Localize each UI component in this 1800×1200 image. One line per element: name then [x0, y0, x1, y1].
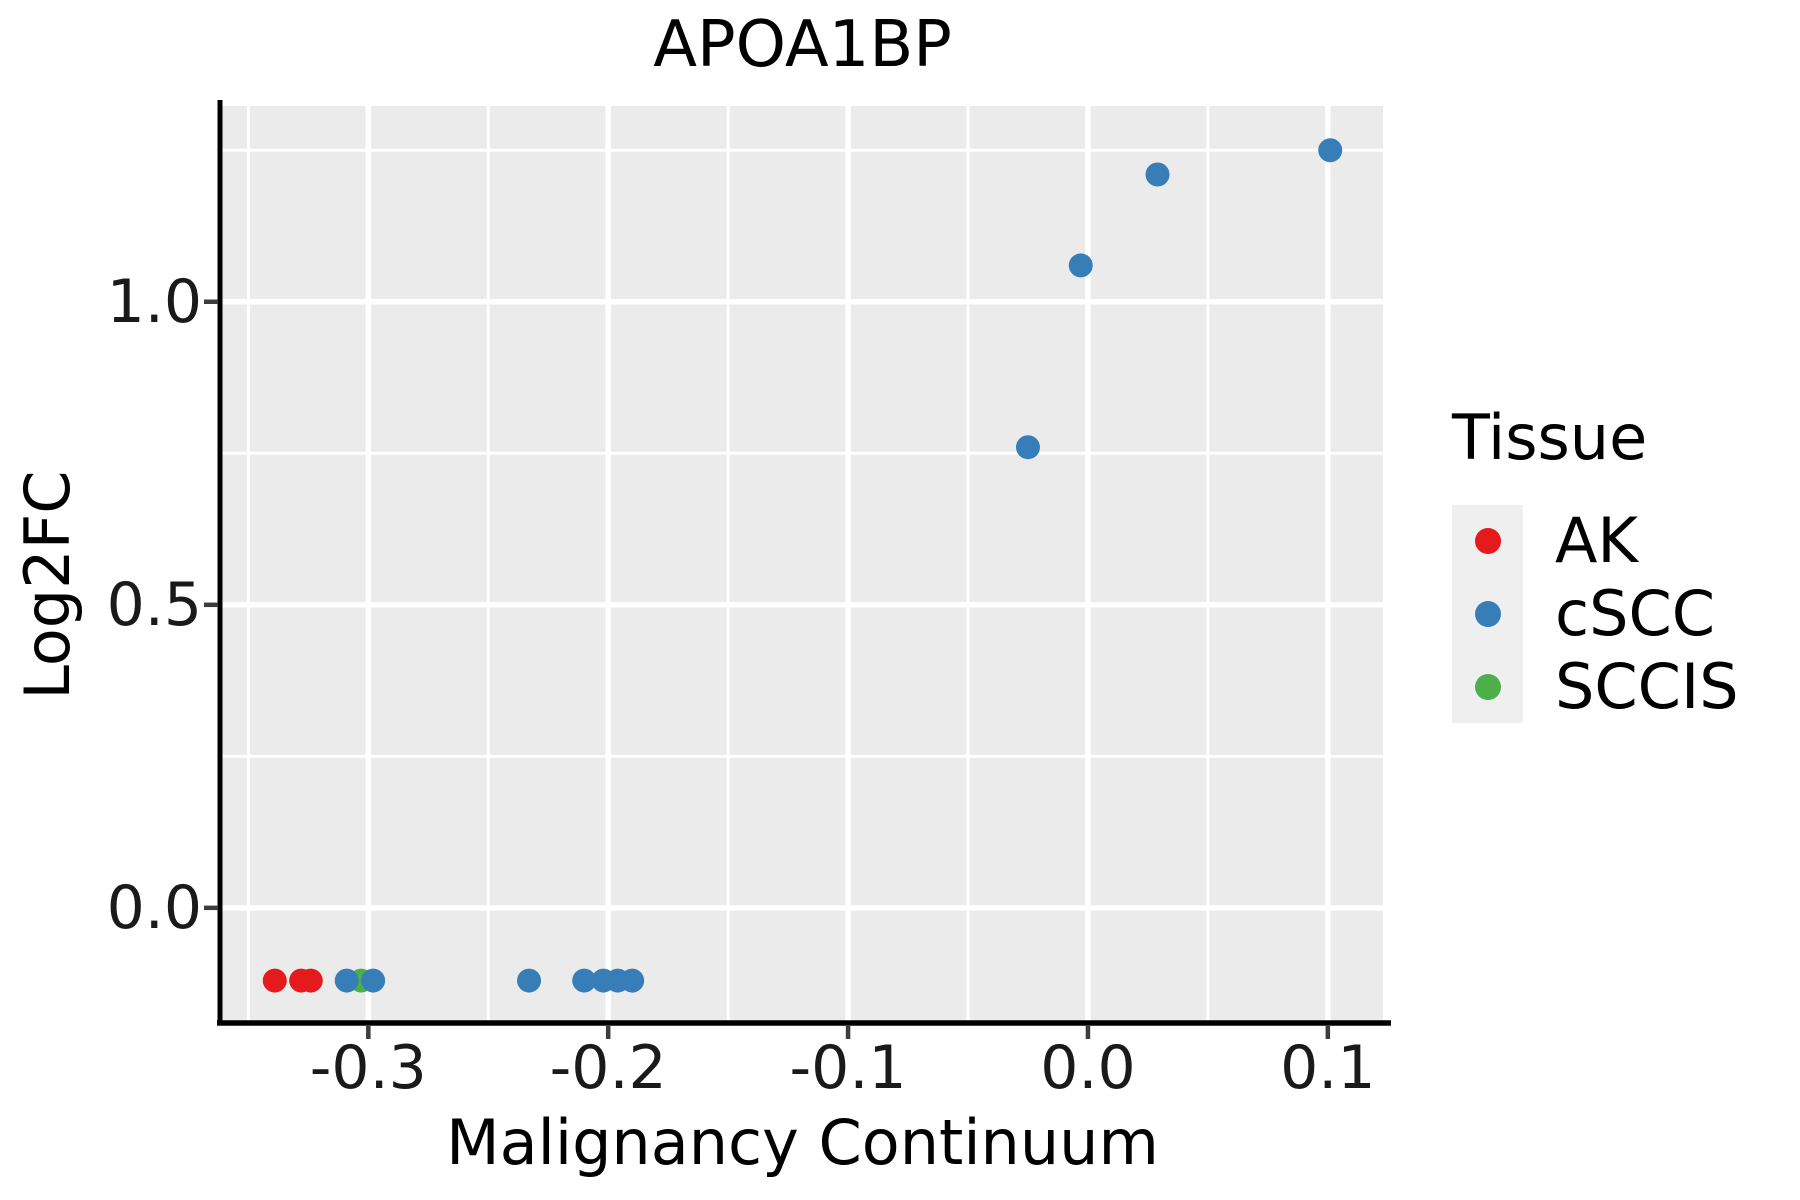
data-point-cscc: [1068, 253, 1093, 278]
legend-key: [1452, 577, 1523, 651]
x-tick-label: -0.3: [309, 1033, 427, 1103]
legend-key: [1452, 505, 1523, 578]
legend-entry-cscc: cSCC: [1452, 577, 1739, 651]
legend-entry-label: AK: [1555, 504, 1639, 578]
legend-dot-ak: [1474, 528, 1501, 555]
data-point-ak: [298, 968, 323, 993]
x-tick-label: 0.1: [1280, 1033, 1376, 1103]
y-tick-label: 0.0: [106, 872, 202, 943]
data-point-cscc: [572, 968, 597, 993]
y-tick-label: 1.0: [106, 266, 202, 337]
x-tick-label: -0.1: [789, 1033, 907, 1103]
legend-dot-sccis: [1474, 673, 1501, 700]
data-point-cscc: [1145, 162, 1170, 187]
data-point-ak: [262, 968, 287, 993]
data-point-cscc: [620, 968, 645, 993]
data-point-cscc: [1318, 138, 1343, 163]
legend-key: [1452, 650, 1523, 724]
data-point-cscc: [517, 968, 542, 993]
legend-entry-ak: AK: [1452, 505, 1739, 578]
x-axis-title: Malignancy Continuum: [446, 1106, 1159, 1179]
legend: Tissue AK cSCC SCCIS: [1452, 401, 1739, 724]
plot-title: APOA1BP: [653, 8, 952, 82]
data-point-cscc: [1015, 435, 1040, 460]
data-point-cscc: [334, 968, 359, 993]
panel-background: [222, 106, 1383, 1023]
x-tick-label: 0.0: [1040, 1033, 1136, 1103]
legend-dot-cscc: [1474, 601, 1501, 628]
data-point-cscc: [361, 968, 386, 993]
legend-entry-label: cSCC: [1555, 577, 1716, 651]
legend-entry-sccis: SCCIS: [1452, 649, 1739, 724]
legend-title: Tissue: [1452, 401, 1648, 474]
y-tick-label: 0.5: [106, 569, 202, 640]
x-tick-label: -0.2: [549, 1033, 667, 1103]
legend-entries: AK cSCC SCCIS: [1452, 505, 1739, 724]
legend-entry-label: SCCIS: [1555, 649, 1739, 723]
